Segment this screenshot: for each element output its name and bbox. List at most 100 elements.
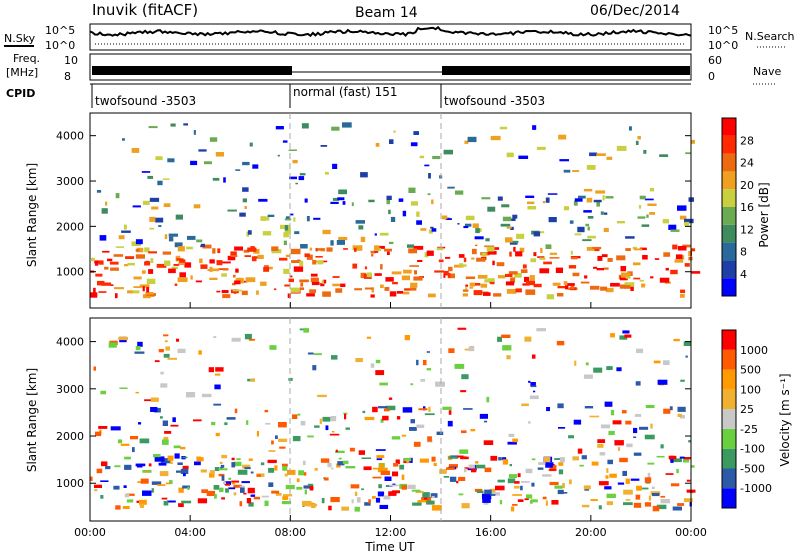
heatmap-cell bbox=[132, 447, 135, 453]
heatmap-cell bbox=[633, 277, 641, 280]
heatmap-cell bbox=[268, 266, 273, 270]
heatmap-cell bbox=[621, 272, 631, 278]
nsearch-lo-tick: 10^0 bbox=[708, 39, 738, 52]
heatmap-cell bbox=[136, 500, 140, 503]
heatmap-cell bbox=[482, 493, 492, 500]
heatmap-cell bbox=[160, 458, 171, 464]
heatmap-cell bbox=[262, 231, 272, 236]
heatmap-cell bbox=[473, 290, 483, 296]
heatmap-cell bbox=[533, 252, 537, 257]
heatmap-cell bbox=[304, 489, 307, 495]
heatmap-cell bbox=[187, 235, 196, 240]
heatmap-cell bbox=[459, 263, 464, 265]
heatmap-cell bbox=[200, 469, 207, 473]
heatmap-cell bbox=[652, 505, 660, 512]
heatmap-cell bbox=[374, 245, 380, 250]
heatmap-cell bbox=[542, 496, 547, 500]
heatmap-cell bbox=[312, 259, 317, 265]
heatmap-cell bbox=[618, 447, 621, 451]
heatmap-cell bbox=[168, 236, 174, 242]
heatmap-cell bbox=[123, 485, 127, 488]
heatmap-cell bbox=[239, 485, 245, 488]
heatmap-cell bbox=[101, 282, 112, 286]
heatmap-cell bbox=[147, 175, 154, 179]
heatmap-cell bbox=[584, 275, 588, 279]
heatmap-cell bbox=[542, 201, 546, 204]
heatmap-cell bbox=[115, 193, 120, 199]
heatmap-cell bbox=[391, 271, 402, 275]
heatmap-cell bbox=[287, 469, 296, 475]
heatmap-cell bbox=[622, 330, 630, 334]
heatmap-cell bbox=[379, 463, 384, 469]
heatmap-cell bbox=[638, 205, 642, 209]
heatmap-cell bbox=[142, 490, 152, 496]
heatmap-cell bbox=[148, 463, 152, 467]
heatmap-cell bbox=[496, 262, 505, 267]
heatmap-cell bbox=[543, 457, 551, 463]
ytick-label-3: 4000 bbox=[56, 130, 84, 143]
heatmap-cell bbox=[625, 478, 630, 484]
heatmap-cell bbox=[221, 454, 228, 459]
heatmap-cell bbox=[497, 196, 503, 201]
heatmap-cell bbox=[227, 255, 236, 261]
heatmap-cell bbox=[465, 215, 475, 221]
heatmap-cell bbox=[690, 139, 695, 144]
heatmap-cell bbox=[467, 136, 477, 143]
heatmap-cell bbox=[135, 391, 139, 394]
heatmap-cell bbox=[164, 234, 168, 240]
heatmap-cell bbox=[311, 281, 320, 286]
heatmap-cell bbox=[563, 169, 571, 173]
heatmap-cell bbox=[634, 413, 642, 417]
heatmap-cell bbox=[468, 346, 475, 352]
heatmap-cell bbox=[351, 499, 354, 504]
heatmap-cell bbox=[580, 281, 590, 284]
heatmap-cell bbox=[354, 247, 357, 252]
heatmap-cell bbox=[332, 163, 338, 169]
heatmap-cell bbox=[292, 436, 301, 442]
heatmap-cell bbox=[306, 254, 313, 260]
heatmap-cell bbox=[401, 434, 407, 437]
heatmap-cell bbox=[274, 465, 278, 471]
heatmap-cell bbox=[511, 218, 516, 221]
heatmap-cell bbox=[620, 266, 627, 272]
heatmap-cell bbox=[213, 336, 217, 339]
heatmap-cell bbox=[538, 462, 548, 465]
heatmap-cell bbox=[612, 420, 622, 425]
heatmap-cell bbox=[342, 122, 352, 128]
heatmap-cell bbox=[145, 292, 154, 295]
heatmap-cell bbox=[216, 290, 221, 293]
heatmap-cell bbox=[378, 406, 388, 409]
heatmap-cell bbox=[531, 458, 536, 461]
heatmap-cell bbox=[167, 158, 175, 163]
heatmap-cell bbox=[164, 340, 168, 343]
heatmap-cell bbox=[233, 484, 242, 488]
heatmap-cell bbox=[160, 416, 163, 419]
heatmap-cell bbox=[338, 236, 348, 241]
heatmap-cell bbox=[131, 148, 140, 153]
heatmap-cell bbox=[684, 221, 690, 226]
heatmap-cell bbox=[121, 230, 131, 233]
heatmap-cell bbox=[465, 284, 469, 287]
heatmap-cell bbox=[649, 212, 656, 215]
heatmap-cell bbox=[210, 470, 215, 475]
heatmap-cell bbox=[512, 504, 518, 506]
heatmap-cell bbox=[288, 149, 297, 151]
heatmap-cell bbox=[141, 171, 151, 173]
heatmap-cell bbox=[557, 403, 564, 409]
freq-band-1 bbox=[92, 66, 292, 75]
heatmap-cell bbox=[135, 239, 143, 245]
heatmap-cell bbox=[226, 417, 236, 420]
heatmap-cell bbox=[596, 268, 604, 271]
heatmap-cell bbox=[349, 447, 355, 452]
heatmap-cell bbox=[495, 485, 505, 491]
heatmap-cell bbox=[404, 288, 414, 291]
heatmap-cell bbox=[372, 467, 382, 470]
heatmap-cell bbox=[148, 269, 154, 274]
heatmap-cell bbox=[176, 338, 180, 342]
heatmap-cell bbox=[545, 500, 548, 506]
heatmap-cell bbox=[242, 161, 250, 166]
heatmap-cell bbox=[298, 176, 305, 181]
heatmap-cell bbox=[355, 220, 365, 224]
heatmap-cell bbox=[598, 505, 602, 510]
heatmap-cell bbox=[321, 498, 325, 504]
